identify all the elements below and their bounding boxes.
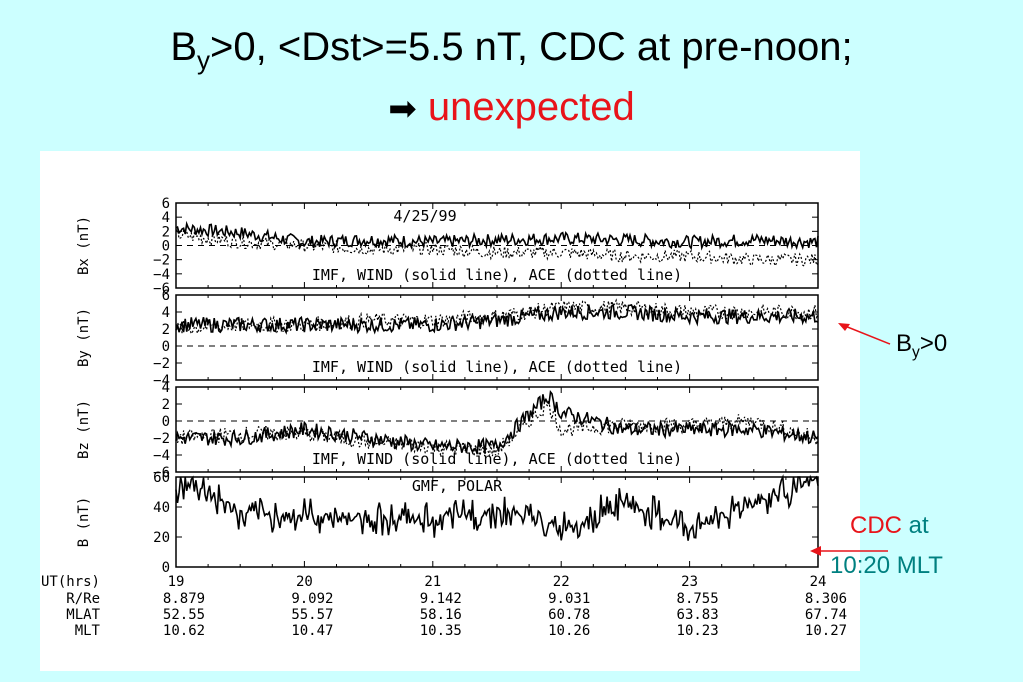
- title-b: B: [170, 25, 198, 69]
- y-axis-label: B (nT): [76, 497, 92, 548]
- y-tick-label: 6: [162, 288, 170, 304]
- ephemeris-value: 9.142: [420, 591, 462, 607]
- plot-legend-text: IMF, WIND (solid line), ACE (dotted line…: [312, 358, 682, 376]
- series-line-wind: [175, 390, 819, 455]
- series-line-ace: [175, 399, 819, 458]
- ephemeris-value: 60.78: [548, 607, 590, 623]
- ephemeris-value: 22: [553, 574, 570, 590]
- series-line-ace: [175, 228, 819, 268]
- series-line-polar: [175, 473, 819, 541]
- ephemeris-value: 58.16: [420, 607, 462, 623]
- ephemeris-row-label: MLT: [75, 623, 101, 639]
- note-b: B: [896, 330, 913, 357]
- ephemeris-value: 23: [681, 574, 698, 590]
- ephemeris-value: 8.879: [163, 591, 205, 607]
- y-tick-label: −4: [153, 267, 170, 283]
- ephemeris-value: 10.35: [420, 623, 462, 639]
- ephemeris-value: 20: [296, 574, 313, 590]
- note-rest: >0: [919, 330, 948, 357]
- y-tick-label: 0: [162, 414, 170, 430]
- y-tick-label: −6: [153, 465, 170, 481]
- y-tick-label: −6: [153, 281, 170, 297]
- ephemeris-value: 52.55: [163, 607, 205, 623]
- y-tick-label: 6: [162, 196, 170, 212]
- cdc-at: at: [902, 512, 929, 539]
- magnetometer-figure: 6 4 2 0 −2 −4 −6 Bx (nT) IMF, WIND (solid line),…: [40, 151, 860, 671]
- ephemeris-value: 55.57: [291, 607, 333, 623]
- y-tick-label: 2: [162, 397, 170, 413]
- y-tick-label: 4: [162, 305, 170, 321]
- arrow-right-icon: ➡: [388, 90, 417, 128]
- ephemeris-value: 24: [810, 574, 827, 590]
- y-tick-label: 4: [162, 380, 170, 396]
- cdc-annotation: CDC at: [850, 512, 929, 540]
- ephemeris-value: 63.83: [677, 607, 719, 623]
- ephemeris-value: 21: [424, 574, 441, 590]
- title-rest: >0, <Dst>=5.5 nT, CDC at pre-noon;: [210, 25, 853, 69]
- plot-legend-text: IMF, WIND (solid line), ACE (dotted line…: [312, 450, 682, 468]
- y-tick-label: 60: [153, 470, 170, 486]
- note-sub-y: y: [912, 343, 920, 361]
- plot-legend-text: IMF, WIND (solid line), ACE (dotted line…: [312, 266, 682, 284]
- y-tick-label: −2: [153, 431, 170, 447]
- y-tick-label: 0: [162, 560, 170, 576]
- slide-title-line1: By>0, <Dst>=5.5 nT, CDC at pre-noon;: [0, 24, 1023, 83]
- by-positive-annotation: By>0: [896, 330, 947, 362]
- cdc-word: CDC: [850, 512, 902, 539]
- ephemeris-row-label: R/Re: [66, 591, 100, 607]
- ephemeris-value: 19: [168, 574, 185, 590]
- y-tick-label: 40: [153, 500, 170, 516]
- y-tick-label: −2: [153, 356, 170, 372]
- y-tick-label: 0: [162, 239, 170, 255]
- y-tick-label: 0: [162, 339, 170, 355]
- y-axis-label: Bz (nT): [76, 400, 92, 459]
- y-tick-label: −4: [153, 373, 170, 389]
- y-tick-label: −4: [153, 448, 170, 464]
- y-tick-label: 20: [153, 530, 170, 546]
- ephemeris-value: 10.62: [163, 623, 205, 639]
- ephemeris-value: 9.031: [548, 591, 590, 607]
- ephemeris-value: 10.26: [548, 623, 590, 639]
- y-tick-label: 4: [162, 210, 170, 226]
- cdc-time: 10:20 MLT: [830, 552, 943, 579]
- date-label: 4/25/99: [393, 207, 456, 225]
- ephemeris-value: 10.27: [805, 623, 847, 639]
- y-tick-label: −2: [153, 253, 170, 269]
- title-sub-y: y: [197, 45, 211, 75]
- ephemeris-value: 67.74: [805, 607, 847, 623]
- ephemeris-value: 9.092: [291, 591, 333, 607]
- series-line-wind: [175, 303, 819, 335]
- y-axis-label: Bx (nT): [76, 216, 92, 275]
- unexpected-label: unexpected: [427, 85, 635, 129]
- ephemeris-value: 8.306: [805, 591, 847, 607]
- y-tick-label: 2: [162, 322, 170, 338]
- plot-legend-text: GMF, POLAR: [412, 477, 503, 495]
- ephemeris-value: 10.23: [677, 623, 719, 639]
- ephemeris-value: 8.755: [677, 591, 719, 607]
- ephemeris-row-label: UT(hrs): [41, 574, 100, 590]
- slide-title-line2: ➡ unexpected: [0, 84, 1023, 132]
- ephemeris-row-label: MLAT: [66, 607, 100, 623]
- y-tick-label: 2: [162, 224, 170, 240]
- y-axis-label: By (nT): [76, 308, 92, 367]
- series-line-wind: [175, 220, 819, 251]
- series-line-ace: [175, 298, 819, 336]
- ephemeris-value: 10.47: [291, 623, 333, 639]
